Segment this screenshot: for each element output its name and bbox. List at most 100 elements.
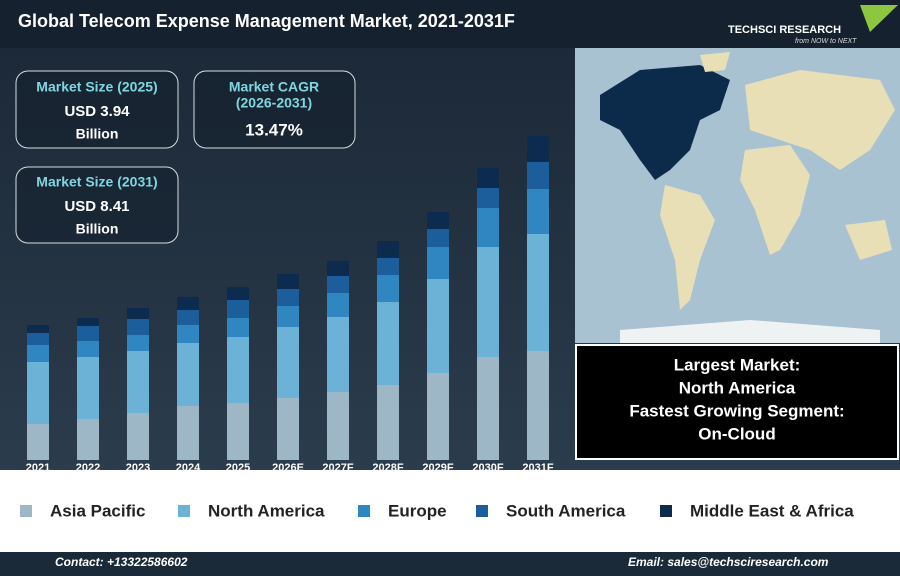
header-bar — [0, 0, 900, 48]
stat-box — [15, 70, 179, 149]
bar-segment — [177, 310, 199, 325]
bar-segment — [527, 189, 549, 234]
x-tick-label: 2029F — [422, 462, 453, 474]
email: Email: sales@techsciresearch.com — [628, 555, 829, 569]
legend-label: Middle East & Africa — [690, 501, 854, 520]
logo: TECHSCI RESEARCH — [728, 24, 841, 36]
stat-label: Market Size (2025) — [36, 79, 157, 95]
tagline: from NOW to NEXT — [795, 38, 857, 45]
highlight-text: On-Cloud — [698, 424, 775, 443]
bar-segment — [527, 351, 549, 460]
bar-segment — [177, 343, 199, 406]
bar-segment — [277, 306, 299, 327]
bar-segment — [477, 208, 499, 247]
bar-segment — [277, 274, 299, 289]
bar-segment — [77, 318, 99, 326]
highlight-text: Largest Market: — [674, 355, 801, 374]
bar-segment — [27, 333, 49, 345]
legend-swatch — [358, 505, 370, 517]
bar-segment — [477, 247, 499, 357]
legend-area — [0, 470, 900, 552]
bar-segment — [427, 229, 449, 247]
bar-segment — [227, 287, 249, 300]
stat-value: 13.47% — [245, 120, 303, 139]
bar-segment — [377, 258, 399, 275]
stat-unit: Billion — [76, 126, 119, 142]
stat-boxes: Market Size (2025) USD 3.94 Billion Mark… — [15, 70, 356, 244]
highlight-text: Fastest Growing Segment: — [629, 401, 844, 420]
legend-label: North America — [208, 501, 325, 520]
bar-segment — [377, 302, 399, 385]
bar-segment — [177, 325, 199, 343]
bar-segment — [27, 424, 49, 460]
highlight-text: North America — [679, 378, 796, 397]
legend-label: Asia Pacific — [50, 501, 145, 520]
bar-segment — [27, 325, 49, 333]
bar-segment — [27, 362, 49, 424]
australia — [845, 220, 892, 260]
legend-label: Europe — [388, 501, 447, 520]
bar-segment — [527, 136, 549, 162]
bar-segment — [177, 406, 199, 460]
bar-segment — [327, 261, 349, 276]
bar-segment — [127, 319, 149, 335]
x-tick-label: 2021 — [26, 462, 50, 474]
bar-segment — [127, 351, 149, 413]
bar-segment — [77, 326, 99, 341]
bar-segment — [477, 188, 499, 208]
eurasia — [745, 70, 895, 170]
bar-segment — [127, 413, 149, 460]
title: Global Telecom Expense Management Market… — [18, 11, 515, 31]
bar-segment — [327, 317, 349, 392]
x-tick-label: 2028F — [372, 462, 403, 474]
legend-swatch — [178, 505, 190, 517]
stat-unit: Billion — [76, 221, 119, 237]
stat-value: USD 3.94 — [64, 103, 130, 120]
stat-label: Market Size (2031) — [36, 174, 157, 190]
bar-segment — [377, 385, 399, 460]
x-tick-label: 2025 — [226, 462, 250, 474]
bar-segment — [477, 357, 499, 460]
x-tick-label: 2024 — [176, 462, 201, 474]
greenland — [700, 52, 730, 72]
x-tick-label: 2027F — [322, 462, 353, 474]
stat-box — [193, 70, 356, 149]
stat-sublabel: (2026-2031) — [236, 95, 312, 111]
antarctica — [620, 320, 880, 343]
bar-segment — [327, 276, 349, 293]
bar-segment — [227, 337, 249, 403]
x-tick-label: 2030F — [472, 462, 503, 474]
footer-bar — [0, 552, 900, 576]
bar-segment — [127, 308, 149, 319]
bar-segment — [427, 212, 449, 229]
bar-segment — [77, 357, 99, 419]
bar-segment — [77, 341, 99, 357]
bar-segment — [77, 419, 99, 460]
legend-swatch — [476, 505, 488, 517]
bar-segment — [427, 247, 449, 279]
legend-swatch — [660, 505, 672, 517]
legend-swatch — [20, 505, 32, 517]
bar-segment — [277, 398, 299, 460]
bar-segment — [477, 168, 499, 188]
stat-box — [15, 166, 179, 244]
stat-value: USD 8.41 — [64, 198, 129, 215]
south-america — [660, 185, 715, 310]
bar-segment — [327, 293, 349, 317]
x-tick-label: 2026E — [272, 462, 304, 474]
bar-segment — [177, 297, 199, 310]
bar-segment — [227, 318, 249, 337]
bar-segment — [227, 300, 249, 318]
bar-segment — [27, 345, 49, 362]
stat-label: Market CAGR — [229, 79, 319, 95]
logo-mark — [860, 5, 898, 32]
x-tick-label: 2031F — [522, 462, 553, 474]
bar-segment — [527, 234, 549, 351]
x-tick-label: 2022 — [76, 462, 100, 474]
bar-segment — [277, 289, 299, 306]
bar-segment — [277, 327, 299, 398]
bar-segment — [427, 373, 449, 460]
